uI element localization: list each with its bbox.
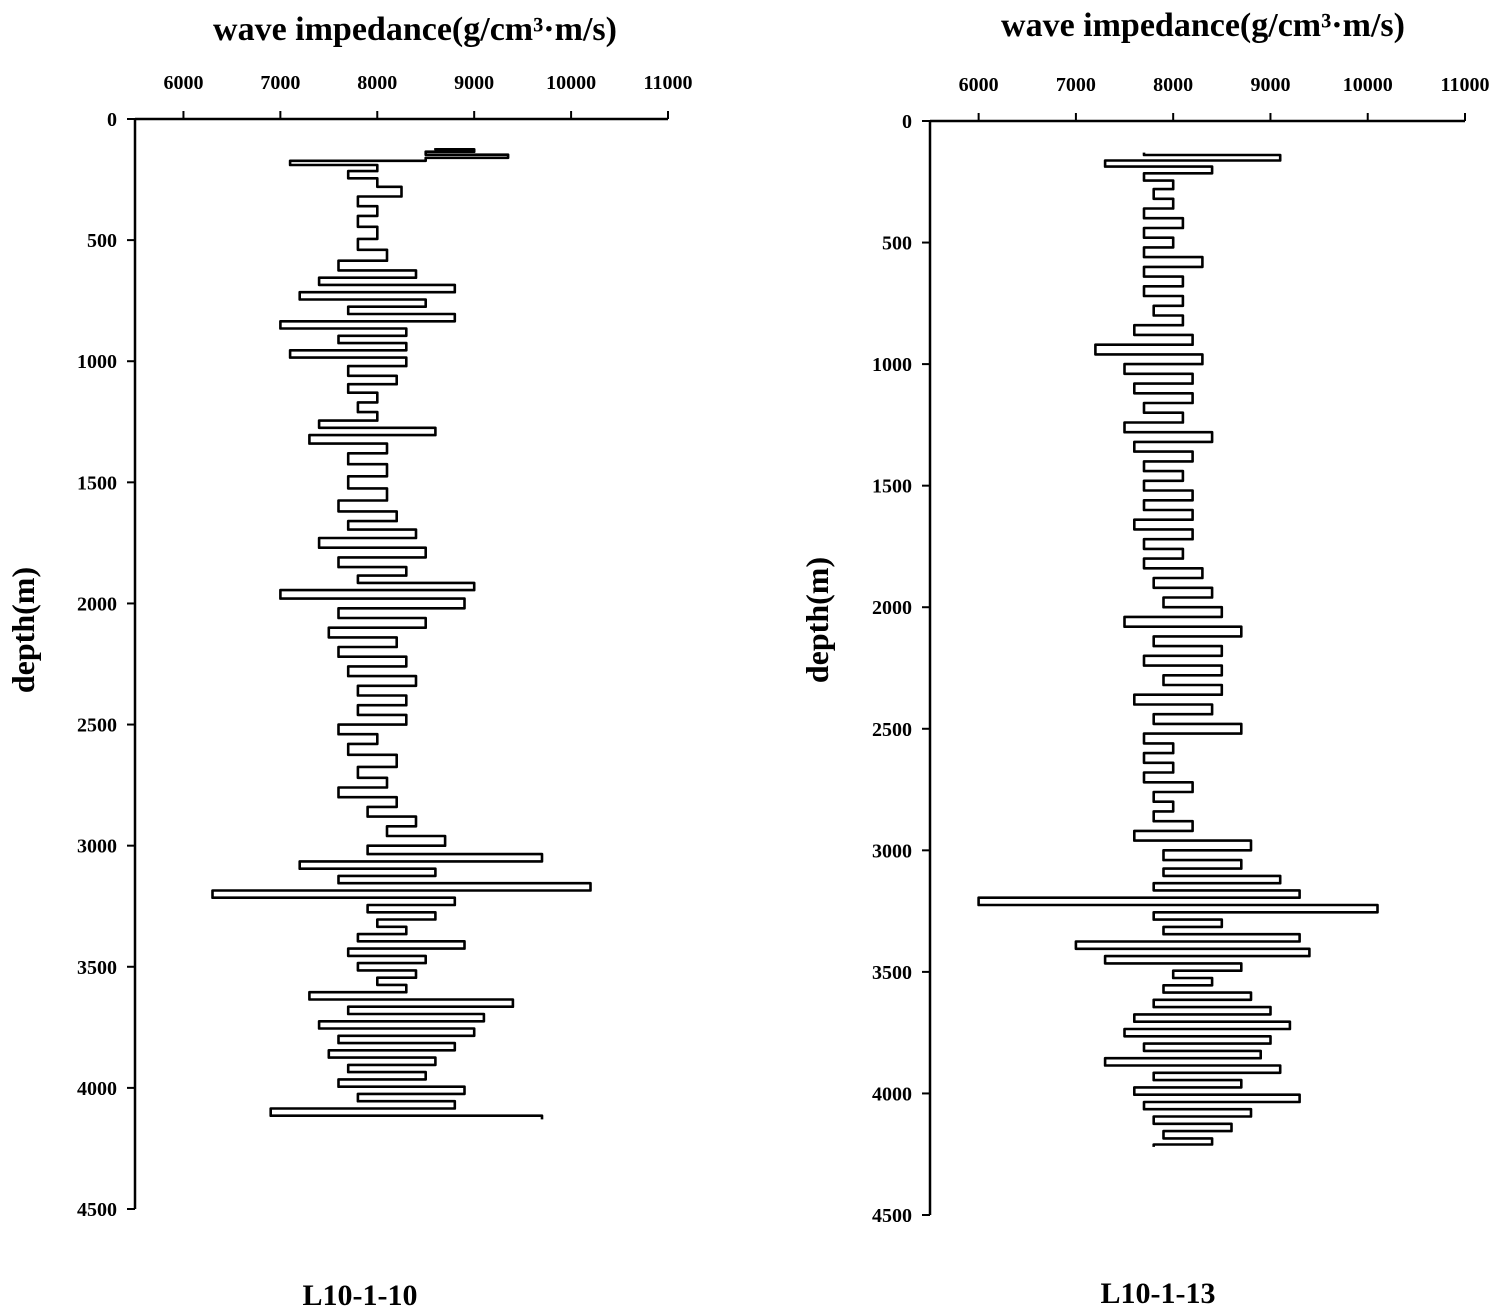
y-tick-label: 0 xyxy=(107,109,117,131)
y-tick-label: 3500 xyxy=(77,957,117,979)
chart-title: wave impedance(g/cm³·m/s) xyxy=(213,11,617,48)
chart-title: wave impedance(g/cm³·m/s) xyxy=(1001,7,1405,44)
x-tick-label: 9000 xyxy=(1250,74,1290,96)
x-tick-label: 6000 xyxy=(959,74,999,96)
well-caption: L10-1-13 xyxy=(1101,1277,1216,1310)
chart-panel-2: wave impedance(g/cm³·m/s) depth(m) 6000 700… xyxy=(799,7,1489,1310)
x-tick-label: 8000 xyxy=(357,72,397,94)
y-tick-label: 3000 xyxy=(872,840,912,862)
x-tick-label: 10000 xyxy=(546,72,596,94)
y-tick-label: 0 xyxy=(902,111,912,133)
y-tick-label: 1500 xyxy=(77,472,117,494)
impedance-trace-1 xyxy=(977,152,1379,1147)
y-tick-label: 2000 xyxy=(77,593,117,615)
x-tick-label: 11000 xyxy=(1441,74,1490,96)
y-tick-label: 4500 xyxy=(77,1199,117,1221)
x-tick-label: 7000 xyxy=(1056,74,1096,96)
y-tick-label: 500 xyxy=(87,230,117,252)
x-tick-label: 8000 xyxy=(1153,74,1193,96)
y-tick-label: 2500 xyxy=(872,719,912,741)
y-tick-label: 3500 xyxy=(872,962,912,984)
y-tick-label: 4000 xyxy=(77,1078,117,1100)
y-tick-label: 1000 xyxy=(872,354,912,376)
x-tick-label: 9000 xyxy=(454,72,494,94)
y-tick-label: 3000 xyxy=(77,836,117,858)
y-tick-label: 1500 xyxy=(872,476,912,498)
y-tick-label: 2500 xyxy=(77,715,117,737)
impedance-trace-1 xyxy=(211,148,592,1120)
y-tick-label: 500 xyxy=(882,233,912,255)
x-tick-label: 11000 xyxy=(644,72,693,94)
y-tick-label: 2000 xyxy=(872,597,912,619)
y-tick-label: 4500 xyxy=(872,1205,912,1227)
x-tick-label: 10000 xyxy=(1343,74,1393,96)
y-axis-label: depth(m) xyxy=(5,567,41,693)
x-tick-label: 6000 xyxy=(163,72,203,94)
y-tick-label: 1000 xyxy=(77,351,117,373)
y-tick-label: 4000 xyxy=(872,1083,912,1105)
chart-panel-1: wave impedance(g/cm³·m/s) depth(m) 6000 700… xyxy=(5,11,692,1312)
y-axis-label: depth(m) xyxy=(799,557,835,683)
x-tick-label: 7000 xyxy=(260,72,300,94)
well-caption: L10-1-10 xyxy=(303,1279,418,1312)
